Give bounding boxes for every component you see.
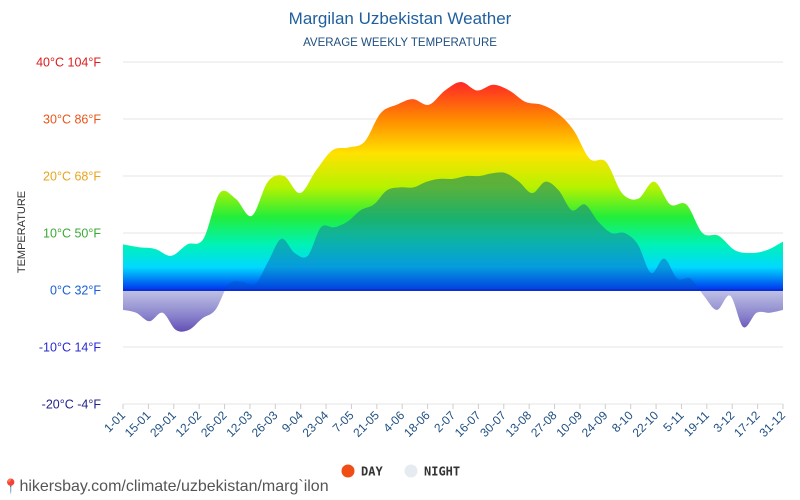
y-tick-label: 30°C 86°F xyxy=(43,113,101,127)
x-tick-label: 29-01 xyxy=(147,408,179,440)
night-below-zero-area xyxy=(123,290,783,332)
y-tick-label: 0°C 32°F xyxy=(50,284,101,298)
x-tick-label: 19-11 xyxy=(681,408,712,439)
legend-day-marker xyxy=(341,464,355,478)
legend-night-label: NIGHT xyxy=(424,465,460,479)
plot-areas xyxy=(123,82,783,332)
chart-subtitle: AVERAGE WEEKLY TEMPERATURE xyxy=(303,37,497,49)
night-temperature-area xyxy=(123,172,783,290)
x-tick-label: 31-12 xyxy=(757,408,789,440)
legend-night-marker xyxy=(404,464,418,478)
x-tick-label: 24-09 xyxy=(579,408,611,440)
x-tick-label: 27-08 xyxy=(528,408,560,440)
x-tick-label: 10-09 xyxy=(553,408,585,440)
legend: DAY NIGHT xyxy=(341,464,460,479)
x-tick-label: 15-01 xyxy=(122,408,154,440)
y-tick-label: 20°C 68°F xyxy=(43,170,101,184)
chart-title: Margilan Uzbekistan Weather xyxy=(289,9,512,28)
x-tick-label: 26-02 xyxy=(198,408,230,440)
x-tick-label: 13-08 xyxy=(503,408,535,440)
x-tick-label: 17-12 xyxy=(731,408,763,440)
y-tick-label: 40°C 104°F xyxy=(36,56,101,70)
x-axis-ticks: 1-0115-0129-0112-0226-0212-0326-039-0423… xyxy=(101,404,788,440)
x-tick-label: 30-07 xyxy=(477,408,509,440)
x-tick-label: 16-07 xyxy=(452,408,484,440)
x-tick-label: 22-10 xyxy=(630,408,662,440)
x-tick-label: 26-03 xyxy=(249,408,281,440)
y-tick-label: 10°C 50°F xyxy=(43,227,101,241)
legend-day-label: DAY xyxy=(361,465,383,479)
x-tick-label: 12-02 xyxy=(173,408,205,440)
x-tick-label: 18-06 xyxy=(401,408,433,440)
y-axis-ticks: 40°C 104°F 30°C 86°F 20°C 68°F 10°C 50°F 0°C… xyxy=(36,56,101,412)
x-tick-label: 23-04 xyxy=(300,408,332,440)
y-tick-label: -20°C -4°F xyxy=(42,398,102,412)
y-axis-label: TEMPERATURE xyxy=(16,191,28,273)
y-tick-label: -10°C 14°F xyxy=(39,341,101,355)
source-link[interactable]: hikersbay.com/climate/uzbekistan/marg`il… xyxy=(19,478,329,495)
location-pin-icon: 📍 xyxy=(2,478,20,494)
source-attribution[interactable]: 📍hikersbay.com/climate/uzbekistan/marg`i… xyxy=(2,478,329,496)
x-tick-label: 12-03 xyxy=(223,408,255,440)
x-tick-label: 21-05 xyxy=(350,408,382,440)
